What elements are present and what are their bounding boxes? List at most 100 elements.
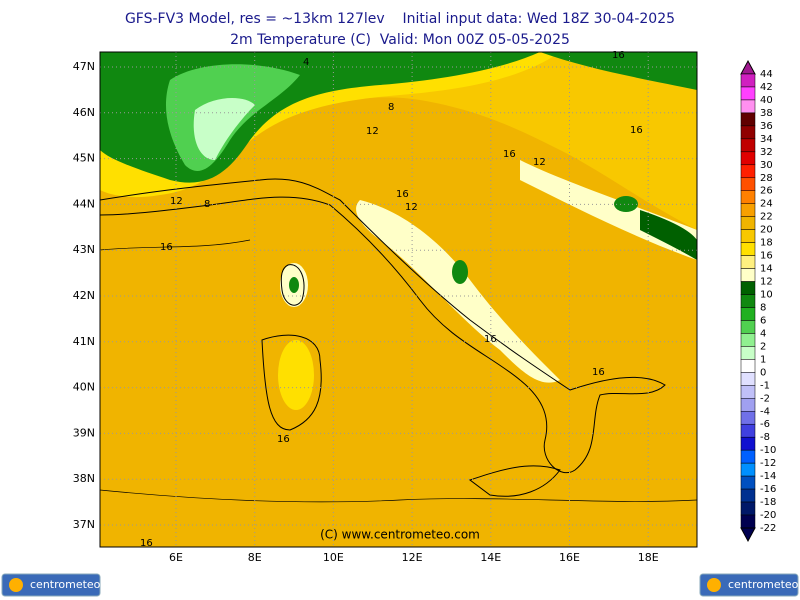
copyright: (C) www.centrometeo.com xyxy=(320,528,480,542)
colorbar-box xyxy=(740,488,756,503)
contour-label: 12 xyxy=(366,126,379,137)
contour-label: 16 xyxy=(396,189,409,200)
contour-labels: 4 8 12 8 12 16 16 12 16 12 16 16 16 16 1… xyxy=(140,50,643,549)
colorbar-box xyxy=(740,411,756,425)
logo-right xyxy=(699,573,799,597)
colorbar-label: 34 xyxy=(760,134,773,145)
logo-icon xyxy=(707,578,721,592)
colorbar-box xyxy=(740,203,756,217)
colorbar-label: 24 xyxy=(760,199,773,210)
lat-label: 44N xyxy=(73,197,95,210)
logo-right-text: centrometeo xyxy=(728,578,799,591)
logo-left-text: centrometeo xyxy=(30,578,101,591)
colorbar-label: 10 xyxy=(760,290,773,301)
lat-label: 38N xyxy=(73,472,95,485)
title: GFS-FV3 Model, res = ~13km 127lev Initia… xyxy=(125,11,675,27)
lat-label: 37N xyxy=(73,518,95,531)
contour-label: 16 xyxy=(612,50,625,61)
colorbar-label: 20 xyxy=(760,225,773,236)
lat-label: 45N xyxy=(73,152,95,165)
contour-label: 16 xyxy=(630,125,643,136)
colorbar-label: 44 xyxy=(760,69,773,80)
contour-label: 4 xyxy=(303,57,309,68)
lon-label: 12E xyxy=(402,551,423,564)
contour-label: 16 xyxy=(140,538,153,549)
contour-label: 16 xyxy=(592,367,605,378)
colorbar-label: 16 xyxy=(760,251,773,262)
logo-icon xyxy=(9,578,23,592)
subtitle: 2m Temperature (C) Valid: Mon 00Z 05-05-… xyxy=(230,32,570,48)
colorbar-box xyxy=(740,385,756,399)
contour-label: 16 xyxy=(484,334,497,345)
colorbar-label: 14 xyxy=(760,264,773,275)
colorbar-label: 4 xyxy=(760,328,766,339)
colorbar-label: 40 xyxy=(760,95,773,106)
colorbar-box xyxy=(740,255,756,269)
colorbar-label: 28 xyxy=(760,173,773,184)
colorbar-label: 42 xyxy=(760,82,773,93)
colorbar-box xyxy=(740,307,756,321)
lat-label: 47N xyxy=(73,60,95,73)
colorbar-label: 18 xyxy=(760,238,773,249)
colorbar-box xyxy=(740,398,756,412)
colorbar-box xyxy=(740,462,756,477)
colorbar-box xyxy=(740,423,756,438)
colorbar-box xyxy=(740,372,756,386)
colorbar-label: 8 xyxy=(760,302,766,313)
colorbar-label: -16 xyxy=(760,484,776,495)
colorbar-label: 0 xyxy=(760,367,766,378)
colorbar-box xyxy=(740,320,756,334)
colorbar-box xyxy=(740,346,756,360)
colorbar-box xyxy=(740,177,756,191)
colorbar-label: -4 xyxy=(760,406,770,417)
colorbar-box xyxy=(740,73,756,88)
colorbar-box xyxy=(740,294,756,308)
map xyxy=(100,52,697,547)
colorbar-label: -22 xyxy=(760,523,776,534)
lat-label: 46N xyxy=(73,106,95,119)
colorbar-box xyxy=(740,359,756,373)
colorbar-label: 22 xyxy=(760,212,773,223)
colorbar-cap-top xyxy=(740,59,756,75)
colorbar-box xyxy=(740,333,756,347)
colorbar-label: 1 xyxy=(760,354,766,365)
colorbar-box xyxy=(740,112,756,127)
lon-label: 10E xyxy=(323,551,344,564)
contour-label: 12 xyxy=(405,202,418,213)
lon-label: 8E xyxy=(248,551,262,564)
lon-label: 14E xyxy=(480,551,501,564)
map-frame xyxy=(99,51,698,548)
contour-label: 8 xyxy=(388,102,394,113)
colorbar-label: 32 xyxy=(760,147,773,158)
colorbar-box xyxy=(740,125,756,140)
colorbar-box xyxy=(740,281,756,295)
lat-label: 42N xyxy=(73,289,95,302)
logo-left xyxy=(1,573,101,597)
colorbar-label: -18 xyxy=(760,497,776,508)
lat-label: 43N xyxy=(73,243,95,256)
colorbar-label: -2 xyxy=(760,393,770,404)
colorbar-box xyxy=(740,449,756,464)
colorbar-label: -1 xyxy=(760,380,770,391)
contour-label: 16 xyxy=(277,434,290,445)
graticule: 47N 46N 45N 44N 43N 42N 41N 40N 39N 38N 37N 6E 8E 10E… xyxy=(73,52,697,564)
colorbar-box xyxy=(740,164,756,179)
lon-label: 18E xyxy=(638,551,659,564)
colorbar-label: 12 xyxy=(760,277,773,288)
colorbar-label: 30 xyxy=(760,160,773,171)
colorbar-box xyxy=(740,229,756,243)
colorbar-label: 36 xyxy=(760,121,773,132)
colorbar-box xyxy=(740,436,756,451)
lat-label: 39N xyxy=(73,426,95,439)
colorbar-box xyxy=(740,151,756,166)
colorbar-box xyxy=(740,190,756,204)
colorbar-cap-bottom xyxy=(740,527,756,543)
colorbar-label: -12 xyxy=(760,458,776,469)
colorbar-box xyxy=(740,268,756,282)
colorbar-label: 6 xyxy=(760,315,766,326)
colorbar-box xyxy=(740,86,756,101)
colorbar-label: 2 xyxy=(760,341,766,352)
colorbar-box xyxy=(740,514,756,529)
contour-label: 16 xyxy=(160,242,173,253)
